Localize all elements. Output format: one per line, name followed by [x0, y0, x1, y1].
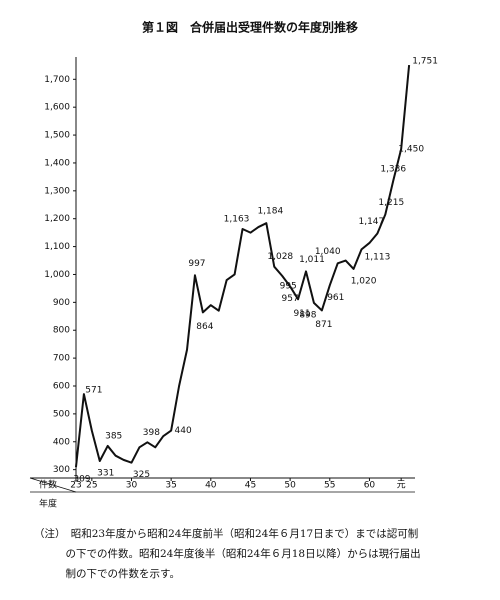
data-label: 1,028: [267, 252, 293, 262]
data-label: 1,184: [257, 207, 283, 217]
x-tick-label: 40: [205, 481, 217, 491]
data-label: 440: [175, 426, 192, 436]
y-tick-label: 500: [53, 409, 70, 419]
data-label: 957: [282, 294, 299, 304]
data-label: 1,336: [380, 164, 406, 174]
data-label: 911: [293, 309, 310, 319]
y-tick-label: 700: [53, 354, 70, 364]
data-label: 995: [280, 281, 297, 291]
x-tick-label: 元: [397, 481, 406, 491]
x-tick-label: 35: [165, 481, 176, 491]
y-tick-label: 1,100: [44, 242, 70, 252]
x-tick-label: 25: [86, 481, 97, 491]
data-label: 1,040: [315, 247, 341, 257]
data-label: 309: [73, 475, 90, 485]
y-tick-label: 1,200: [44, 214, 70, 224]
data-label: 1,020: [351, 276, 377, 286]
data-label: 1,147: [358, 217, 384, 227]
corner-divider: [29, 477, 77, 493]
y-tick-label: 600: [53, 381, 70, 391]
x-tick-label: 55: [324, 481, 335, 491]
note-line: （注） 昭和23年度から昭和24年度前半（昭和24年６月17日まで）までは認可制: [34, 528, 419, 540]
data-label: 571: [85, 386, 102, 396]
y-tick-label: 1,500: [44, 131, 70, 141]
y-tick-label: 1,700: [44, 75, 70, 85]
data-label: 1,011: [299, 255, 325, 265]
y-tick-label: 1,300: [44, 186, 70, 196]
note: （注） 昭和23年度から昭和24年度前半（昭和24年６月17日まで）までは認可制…: [34, 524, 474, 584]
data-label: 961: [327, 293, 344, 303]
data-label: 997: [188, 259, 205, 269]
x-tick-label: 60: [364, 481, 376, 491]
x-tick-label: 50: [284, 481, 296, 491]
y-tick-label: 800: [53, 326, 70, 336]
data-label: 1,751: [412, 57, 438, 67]
data-label: 1,113: [365, 252, 391, 262]
x-tick-label: 45: [245, 481, 256, 491]
note-line: の下での件数。昭和24年度後半（昭和24年６月18日以降）からは現行届出: [34, 548, 421, 560]
data-line: [74, 64, 411, 468]
data-label: 898: [299, 310, 316, 320]
y-axis-label: 件数: [39, 479, 57, 491]
y-tick-label: 300: [53, 465, 70, 475]
data-label: 398: [143, 428, 160, 438]
chart-title: 第１図 合併届出受理件数の年度別推移: [142, 20, 358, 35]
y-tick-label: 1,400: [44, 158, 70, 168]
y-tick-label: 1,000: [44, 270, 70, 280]
chart: 第１図 合併届出受理件数の年度別推移 件数 年度 300 400 500 600 700…: [29, 20, 438, 510]
data-label: 1,163: [224, 215, 250, 225]
y-tick-label: 1,600: [44, 103, 70, 113]
y-tick-label: 400: [53, 437, 70, 447]
y-tick-label: 900: [53, 298, 70, 308]
data-label: 871: [315, 320, 332, 330]
data-label: 1,215: [378, 198, 404, 208]
data-label: 385: [105, 431, 122, 441]
data-label: 325: [133, 470, 150, 480]
x-tick-label: 30: [126, 481, 138, 491]
note-line: 制の下での件数を示す。: [34, 568, 180, 580]
data-label: 864: [196, 322, 213, 332]
x-axis-label: 年度: [39, 498, 57, 510]
x-tick-label: 23: [70, 481, 81, 491]
data-label: 1,450: [398, 145, 424, 155]
data-label: 331: [97, 468, 114, 478]
